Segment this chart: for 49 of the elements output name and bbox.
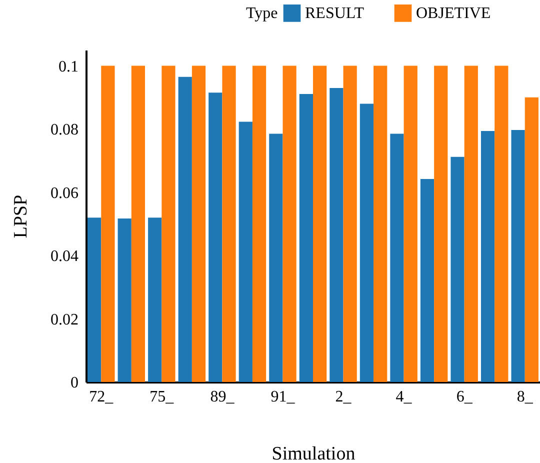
bar (88, 218, 102, 382)
bar (118, 218, 132, 382)
bar (192, 66, 206, 382)
bar (511, 130, 525, 382)
bar (404, 66, 418, 382)
x-tick-label: 72_ (89, 388, 114, 406)
bar (464, 66, 478, 382)
bar (131, 66, 146, 382)
bar (222, 66, 236, 382)
bar (390, 134, 404, 382)
y-axis-title: LPSP (10, 194, 32, 238)
bar (162, 66, 176, 382)
x-tick-label: 8_ (516, 388, 534, 406)
x-axis-title: Simulation (272, 444, 356, 463)
bar (434, 66, 448, 382)
x-tick-label: 75_ (150, 388, 175, 406)
bar (282, 66, 296, 382)
bar (269, 134, 283, 382)
bar (480, 130, 495, 382)
x-tick-label: 91_ (270, 388, 296, 406)
bar (494, 66, 508, 382)
legend-label: OBJETIVE (416, 5, 491, 22)
bar (208, 92, 222, 382)
x-tick-label: 89_ (210, 388, 236, 406)
bar (524, 97, 538, 382)
bar (330, 88, 344, 382)
bar (420, 179, 434, 382)
y-tick-label: 0.02 (50, 311, 78, 328)
bar (343, 66, 357, 382)
bar (252, 66, 266, 382)
bar (178, 76, 192, 382)
bar (360, 104, 374, 382)
bar (374, 66, 388, 382)
legend-label: RESULT (305, 5, 364, 22)
y-tick-label: 0.1 (58, 58, 78, 76)
bar (450, 156, 464, 382)
x-tick-label: 2_ (335, 388, 352, 406)
legend-title: Type (246, 5, 278, 22)
bar (101, 66, 115, 382)
y-tick-label: 0.04 (50, 248, 78, 266)
y-tick-label: 0.08 (50, 122, 78, 139)
x-tick-label: 4_ (396, 388, 413, 406)
bar (148, 218, 162, 382)
y-tick-label: 0.06 (50, 184, 78, 202)
bar (299, 94, 313, 382)
bar (313, 66, 327, 382)
x-tick-label: 6_ (456, 388, 474, 406)
y-tick-label: 0 (70, 374, 78, 392)
bar (238, 122, 252, 382)
